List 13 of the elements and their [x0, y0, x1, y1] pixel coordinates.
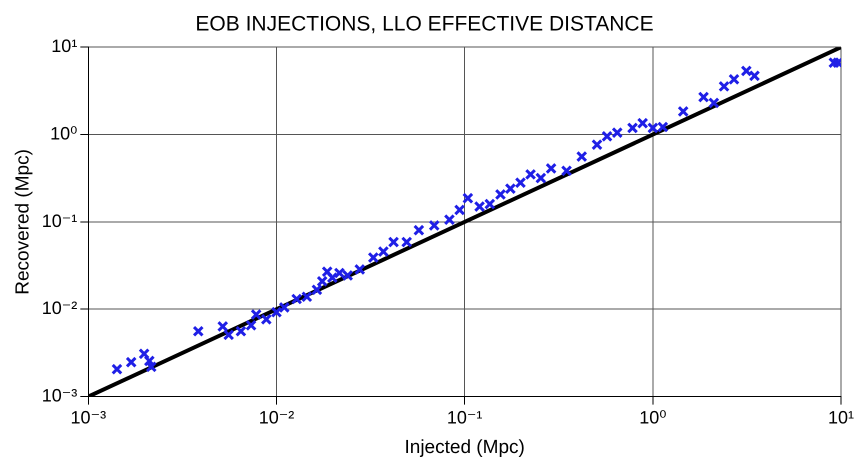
y-tick-label: 10⁻³ [42, 386, 78, 406]
chart-title: EOB INJECTIONS, LLO EFFECTIVE DISTANCE [195, 12, 654, 36]
x-tick-label: 10⁻¹ [446, 407, 482, 428]
x-axis-title: Injected (Mpc) [404, 436, 525, 458]
x-tick-label: 10⁻³ [70, 407, 106, 428]
y-tick-label: 10⁻¹ [42, 210, 78, 231]
x-tick-label: 10¹ [828, 407, 854, 428]
x-tick-label: 10⁻² [258, 407, 294, 428]
y-tick-label: 10⁻² [42, 298, 78, 318]
y-tick-label: 10¹ [51, 36, 78, 56]
x-tick-label: 10⁰ [639, 407, 666, 428]
y-axis-title: Recovered (Mpc) [12, 149, 34, 295]
y-tick-label: 10⁰ [50, 124, 78, 144]
